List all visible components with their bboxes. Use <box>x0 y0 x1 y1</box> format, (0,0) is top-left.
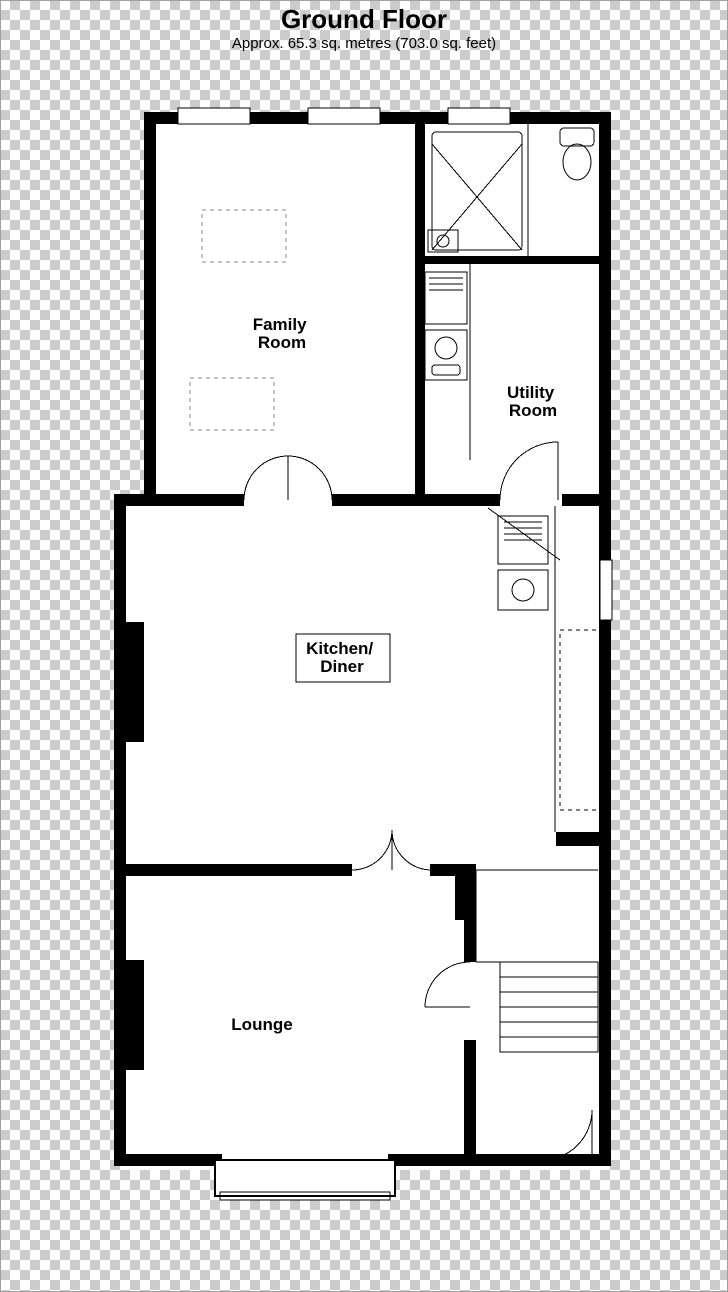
fill-top <box>150 118 605 500</box>
label-family-room: Family Room <box>253 315 312 352</box>
floorplan-canvas: Ground Floor Approx. 65.3 sq. metres (70… <box>0 0 728 1292</box>
label-utility-room: Utility Room <box>507 383 559 420</box>
chimney-lounge <box>120 960 144 1070</box>
fill-bot <box>120 870 605 1170</box>
bay-window <box>215 1160 395 1196</box>
plan-body: Family Room Utility Room Kitchen/ Diner … <box>114 108 612 1200</box>
chimney-kitchen <box>120 622 144 742</box>
label-lounge: Lounge <box>231 1015 292 1034</box>
plan-subtitle: Approx. 65.3 sq. metres (703.0 sq. feet) <box>232 35 496 52</box>
plan-title: Ground Floor <box>281 4 447 34</box>
wall-kit-stub <box>556 832 606 846</box>
fill-mid <box>120 500 605 870</box>
floorplan-svg: Ground Floor Approx. 65.3 sq. metres (70… <box>0 0 728 1292</box>
